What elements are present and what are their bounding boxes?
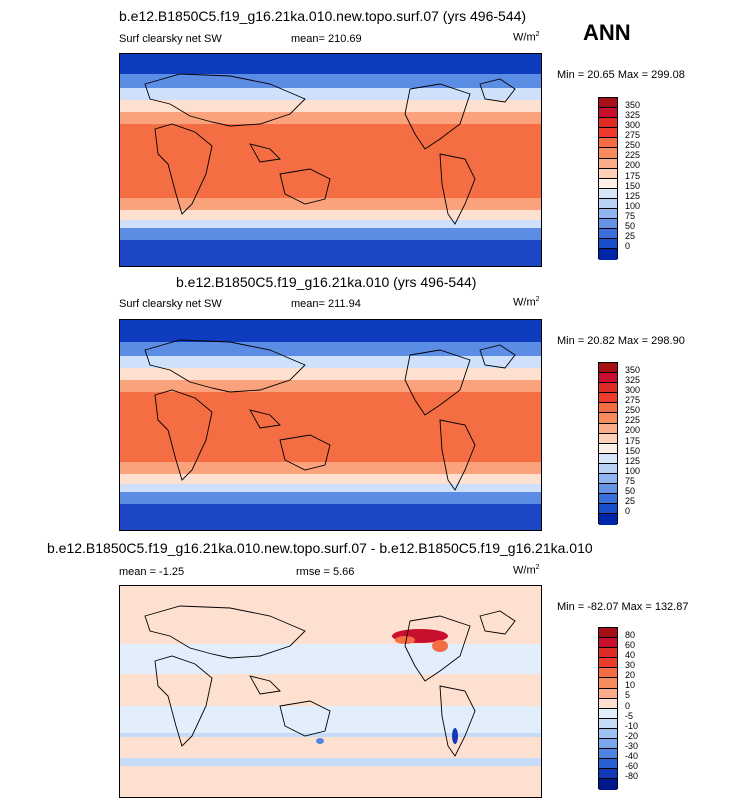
panel1-minmax: Min = 20.65 Max = 299.08 bbox=[557, 69, 685, 81]
panel1-tick: 125 bbox=[625, 191, 641, 201]
panel2-tick: 0 bbox=[625, 506, 631, 516]
panel1-tick: 200 bbox=[625, 160, 641, 170]
panel1-variable: Surf clearsky net SW bbox=[119, 33, 222, 45]
panel3-tick: 30 bbox=[625, 660, 636, 670]
panel1-tick: 150 bbox=[625, 181, 641, 191]
panel2-map bbox=[119, 319, 542, 531]
panel2-tick: 125 bbox=[625, 456, 641, 466]
panel3-minmax: Min = -82.07 Max = 132.87 bbox=[557, 601, 689, 613]
panel3-tick: -5 bbox=[625, 711, 634, 721]
panel3-tick: 40 bbox=[625, 650, 636, 660]
panel1-colorbar bbox=[598, 97, 618, 260]
panel1-tick: 25 bbox=[625, 231, 636, 241]
panel3-tick: -20 bbox=[625, 731, 639, 741]
panel1-tick: 300 bbox=[625, 120, 641, 130]
panel2-tick: 50 bbox=[625, 486, 636, 496]
panel2-units: W/m2 bbox=[513, 296, 540, 309]
panel2-minmax: Min = 20.82 Max = 298.90 bbox=[557, 335, 685, 347]
panel1-tick: 225 bbox=[625, 150, 641, 160]
panel3-rmse: rmse = 5.66 bbox=[296, 566, 355, 578]
panel2-tick: 175 bbox=[625, 436, 641, 446]
panel3-tick: -80 bbox=[625, 771, 639, 781]
panel1-tick: 175 bbox=[625, 171, 641, 181]
season-label: ANN bbox=[583, 20, 631, 45]
panel1-tick: 50 bbox=[625, 221, 636, 231]
panel2-tick: 350 bbox=[625, 365, 641, 375]
panel3-tick: -60 bbox=[625, 761, 639, 771]
panel2-title: b.e12.B1850C5.f19_g16.21ka.010 (yrs 496-… bbox=[176, 274, 477, 290]
panel2-variable: Surf clearsky net SW bbox=[119, 298, 222, 310]
panel1-map bbox=[119, 53, 542, 267]
panel2-colorbar bbox=[598, 362, 618, 525]
panel2-mean: mean= 211.94 bbox=[291, 298, 361, 310]
panel1-title: b.e12.B1850C5.f19_g16.21ka.010.new.topo.… bbox=[119, 8, 527, 24]
panel1-tick: 250 bbox=[625, 140, 641, 150]
panel3-tick: -30 bbox=[625, 741, 639, 751]
panel2-tick: 250 bbox=[625, 405, 641, 415]
panel3-colorbar bbox=[598, 627, 618, 790]
panel2-tick: 75 bbox=[625, 476, 636, 486]
panel3-mean: mean = -1.25 bbox=[119, 566, 185, 578]
panel3-tick: -40 bbox=[625, 751, 639, 761]
panel2-tick: 300 bbox=[625, 385, 641, 395]
panel2-tick: 150 bbox=[625, 446, 641, 456]
panel2-tick: 100 bbox=[625, 466, 641, 476]
panel3-tick: 80 bbox=[625, 630, 636, 640]
panel1-tick: 275 bbox=[625, 130, 641, 140]
panel3-tick: -10 bbox=[625, 721, 639, 731]
panel2-tick: 275 bbox=[625, 395, 641, 405]
panel3-title: b.e12.B1850C5.f19_g16.21ka.010.new.topo.… bbox=[47, 540, 593, 556]
panel2-tick: 200 bbox=[625, 425, 641, 435]
panel1-tick: 100 bbox=[625, 201, 641, 211]
panel3-tick: 5 bbox=[625, 690, 631, 700]
panel3-map bbox=[119, 585, 542, 798]
panel2-tick: 25 bbox=[625, 496, 636, 506]
panel3-tick: 20 bbox=[625, 670, 636, 680]
panel3-tick: 0 bbox=[625, 701, 631, 711]
panel3-units: W/m2 bbox=[513, 564, 540, 577]
panel1-tick: 75 bbox=[625, 211, 636, 221]
panel1-tick: 325 bbox=[625, 110, 641, 120]
panel3-tick: 10 bbox=[625, 680, 636, 690]
panel2-tick: 325 bbox=[625, 375, 641, 385]
panel1-units: W/m2 bbox=[513, 31, 540, 44]
panel1-tick: 350 bbox=[625, 100, 641, 110]
panel3-tick: 60 bbox=[625, 640, 636, 650]
panel2-tick: 225 bbox=[625, 415, 641, 425]
panel1-mean: mean= 210.69 bbox=[291, 33, 362, 45]
panel1-tick: 0 bbox=[625, 241, 631, 251]
